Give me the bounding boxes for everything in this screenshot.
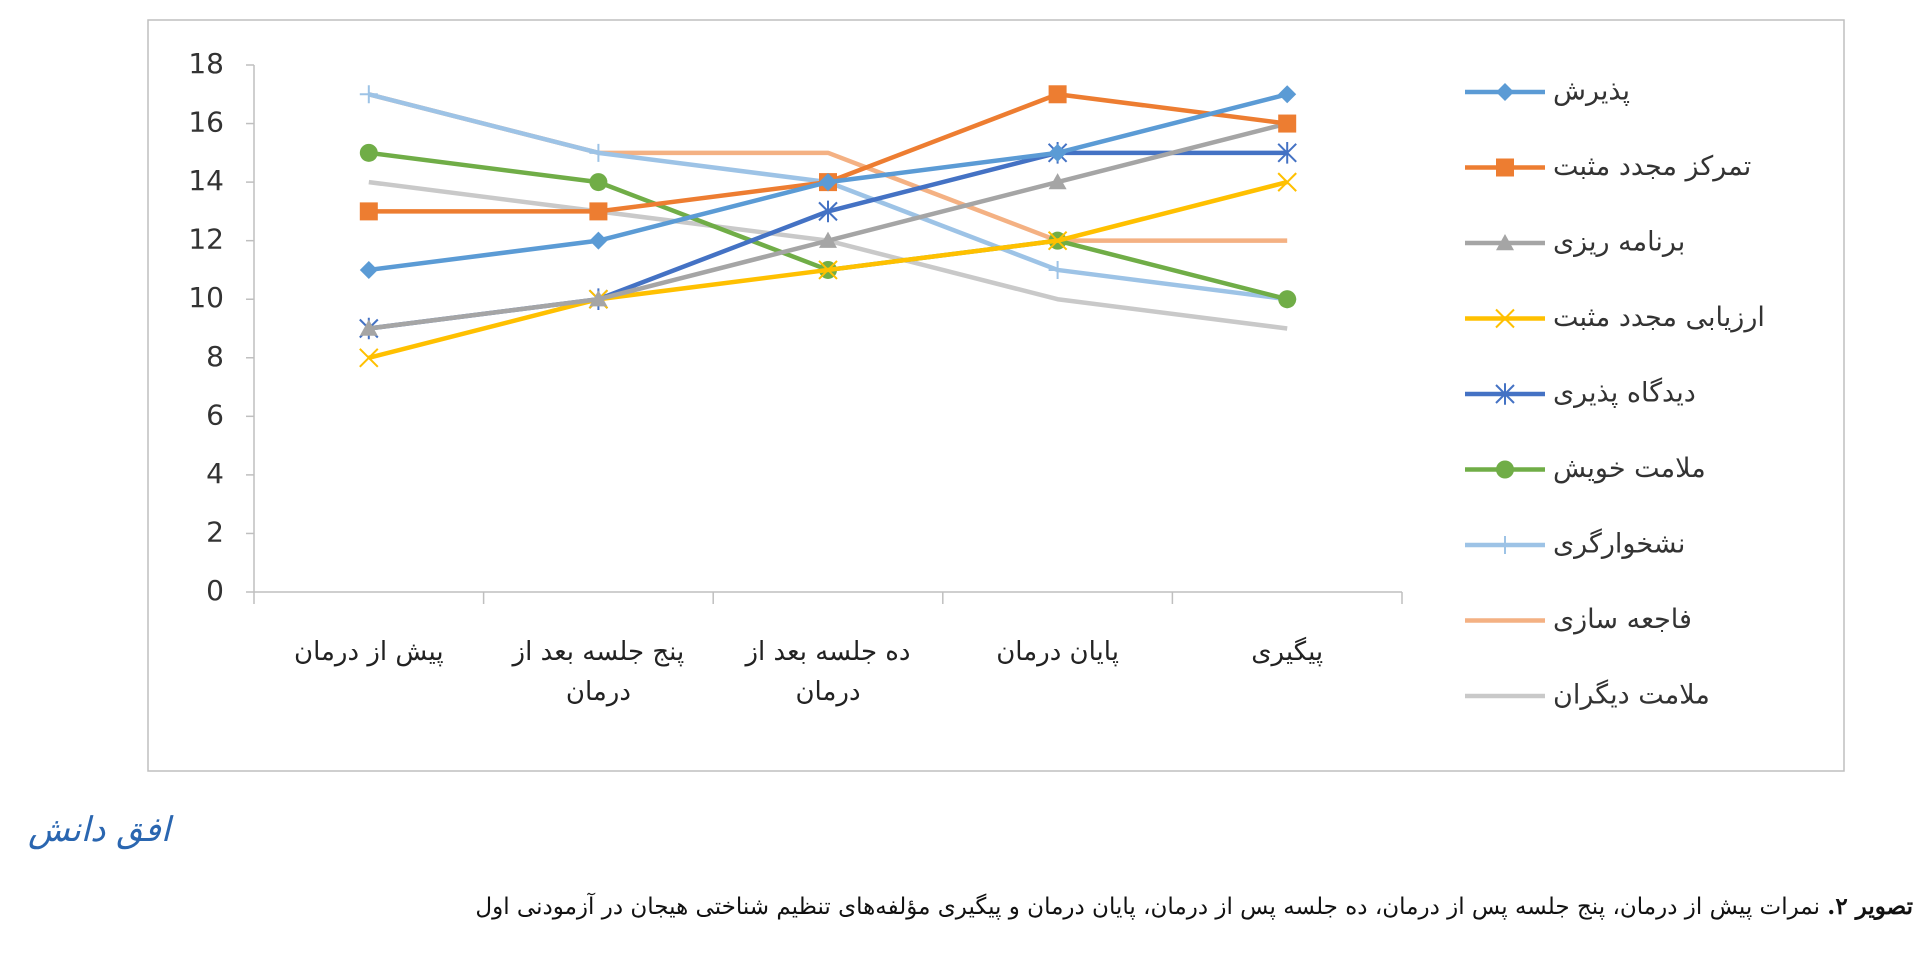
y-tick-label: 2 (206, 515, 224, 548)
legend-label: پذیرش (1553, 76, 1630, 107)
marker (589, 143, 608, 162)
marker (1495, 308, 1515, 329)
marker (1496, 536, 1514, 554)
legend-label: برنامه ریزی (1553, 227, 1685, 258)
marker (359, 348, 379, 368)
y-tick-label: 12 (188, 223, 224, 256)
marker (1048, 260, 1067, 279)
marker (1278, 85, 1297, 104)
legend-label: فاجعه سازی (1553, 604, 1692, 635)
y-tick-label: 8 (206, 340, 224, 373)
marker (1048, 143, 1067, 162)
caption-label: تصویر ۲. (1827, 893, 1913, 920)
marker (819, 231, 837, 248)
marker (818, 200, 838, 223)
marker (1495, 383, 1515, 405)
marker (1048, 173, 1067, 190)
series (359, 85, 1297, 279)
logo: افق دانش (28, 810, 171, 850)
y-tick-label: 16 (188, 106, 224, 139)
chart-frame (147, 19, 1845, 772)
marker (1047, 230, 1068, 251)
x-tick-label: پیگیری (1251, 637, 1324, 667)
legend-label: ملامت خویش (1553, 453, 1706, 484)
y-tick-label: 14 (188, 164, 224, 197)
y-tick-label: 4 (206, 457, 224, 490)
marker (1278, 114, 1297, 133)
legend-label: ملامت دیگران (1553, 679, 1710, 711)
marker (359, 143, 378, 162)
marker (359, 202, 378, 221)
legend-label: تمرکز مجدد مثبت (1553, 151, 1751, 182)
marker (1277, 142, 1297, 164)
marker (1277, 172, 1297, 192)
marker (819, 173, 837, 192)
x-tick-label: پیش از درمان (293, 637, 444, 667)
marker (818, 260, 838, 280)
x-tick-label: ده جلسه بعد از درمان (745, 637, 911, 707)
marker (359, 260, 378, 279)
legend-label: دیدگاه پذیری (1553, 377, 1696, 409)
caption-text: نمرات پیش از درمان، پنج جلسه پس از درمان… (475, 894, 1820, 920)
legend-label: ارزیابی مجدد مثبت (1553, 302, 1765, 333)
y-tick-label: 10 (188, 281, 224, 314)
marker (1496, 158, 1514, 177)
marker (1496, 83, 1514, 101)
marker (589, 173, 608, 192)
y-tick-label: 0 (206, 574, 224, 607)
marker (1496, 234, 1514, 251)
caption: تصویر ۲. نمرات پیش از درمان، پنج جلسه پس… (475, 893, 1913, 920)
marker (1048, 85, 1067, 104)
x-tick-label: پنج جلسه بعد از درمان (512, 637, 685, 707)
marker (1278, 290, 1297, 309)
legend-label: نشخوارگری (1553, 528, 1685, 560)
marker (589, 290, 608, 307)
marker (1496, 460, 1514, 479)
marker (359, 319, 378, 336)
x-tick-label: پایان درمان (996, 637, 1119, 667)
marker (589, 231, 608, 250)
y-tick-label: 6 (206, 398, 224, 431)
y-tick-label: 18 (188, 47, 224, 80)
marker (359, 85, 378, 104)
marker (589, 202, 608, 221)
